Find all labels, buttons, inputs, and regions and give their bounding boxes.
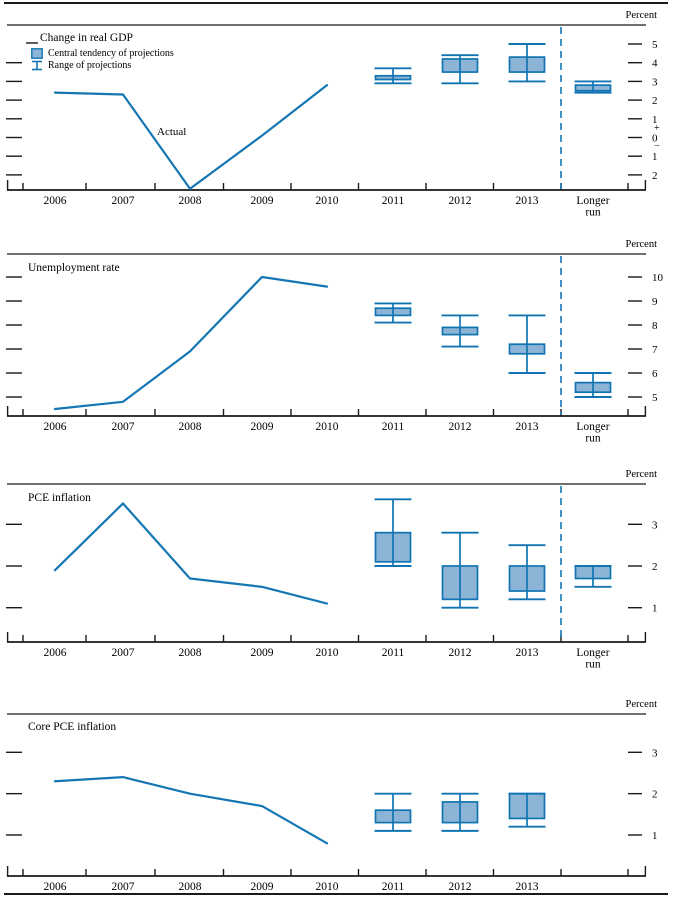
svg-text:2: 2 xyxy=(652,561,658,573)
svg-text:1: 1 xyxy=(652,114,658,126)
svg-text:2012: 2012 xyxy=(449,421,472,433)
panel-title-gdp: Change in real GDP xyxy=(40,32,133,44)
actual-line-label: Actual xyxy=(157,126,187,138)
svg-text:2009: 2009 xyxy=(251,881,274,893)
svg-text:2011: 2011 xyxy=(382,647,405,659)
range-whisker-icon xyxy=(32,60,42,70)
svg-text:2013: 2013 xyxy=(516,421,539,433)
svg-text:3: 3 xyxy=(652,747,658,759)
svg-text:run: run xyxy=(585,433,601,445)
svg-text:2010: 2010 xyxy=(316,421,339,433)
svg-text:8: 8 xyxy=(652,320,658,332)
svg-text:2006: 2006 xyxy=(44,881,67,893)
svg-text:+: + xyxy=(654,123,660,134)
svg-text:0: 0 xyxy=(652,133,658,145)
svg-text:2012: 2012 xyxy=(449,647,472,659)
svg-text:2007: 2007 xyxy=(112,421,135,433)
unit-label-percent-1: Percent xyxy=(625,10,658,21)
svg-text:−: − xyxy=(654,141,660,152)
panel-title-core-pce: Core PCE inflation xyxy=(28,721,117,733)
unit-label-percent-3: Percent xyxy=(625,469,658,480)
svg-text:2007: 2007 xyxy=(112,195,135,207)
svg-text:2011: 2011 xyxy=(382,421,405,433)
svg-text:2009: 2009 xyxy=(251,421,274,433)
svg-text:run: run xyxy=(585,207,601,219)
svg-text:2012: 2012 xyxy=(449,195,472,207)
panel-title-unemployment: Unemployment rate xyxy=(28,262,120,274)
legend: Central tendency of projections Range of… xyxy=(31,47,174,71)
svg-text:3: 3 xyxy=(652,76,658,88)
svg-text:2: 2 xyxy=(652,170,658,182)
svg-text:10: 10 xyxy=(652,272,664,284)
svg-text:2013: 2013 xyxy=(516,881,539,893)
unit-label-percent-2: Percent xyxy=(625,239,658,250)
svg-text:2011: 2011 xyxy=(382,881,405,893)
svg-text:2009: 2009 xyxy=(251,647,274,659)
svg-text:2013: 2013 xyxy=(516,647,539,659)
legend-item-range: Range of projections xyxy=(31,59,174,71)
svg-text:2007: 2007 xyxy=(112,647,135,659)
svg-text:2008: 2008 xyxy=(179,421,202,433)
svg-text:Longer: Longer xyxy=(576,421,609,433)
svg-text:2013: 2013 xyxy=(516,195,539,207)
svg-text:2008: 2008 xyxy=(179,881,202,893)
top-rule xyxy=(4,2,668,4)
svg-text:2007: 2007 xyxy=(112,881,135,893)
svg-text:2012: 2012 xyxy=(449,881,472,893)
svg-text:5: 5 xyxy=(652,39,658,51)
svg-text:2006: 2006 xyxy=(44,195,67,207)
legend-central-tendency-label: Central tendency of projections xyxy=(48,47,174,59)
svg-text:2008: 2008 xyxy=(179,195,202,207)
svg-text:run: run xyxy=(585,659,601,671)
svg-text:7: 7 xyxy=(652,344,658,356)
svg-text:2010: 2010 xyxy=(316,881,339,893)
svg-text:1: 1 xyxy=(652,603,658,615)
svg-text:4: 4 xyxy=(652,58,658,70)
svg-text:2006: 2006 xyxy=(44,647,67,659)
svg-text:2010: 2010 xyxy=(316,195,339,207)
central-tendency-box-icon xyxy=(31,47,43,59)
svg-text:5: 5 xyxy=(652,392,658,404)
svg-text:9: 9 xyxy=(652,296,658,308)
svg-text:1: 1 xyxy=(652,830,658,842)
svg-text:2010: 2010 xyxy=(316,647,339,659)
svg-text:2008: 2008 xyxy=(179,647,202,659)
svg-text:2009: 2009 xyxy=(251,195,274,207)
svg-text:6: 6 xyxy=(652,368,658,380)
svg-text:2: 2 xyxy=(652,789,658,801)
legend-item-central-tendency: Central tendency of projections xyxy=(31,47,174,59)
legend-range-label: Range of projections xyxy=(48,59,132,71)
svg-text:2011: 2011 xyxy=(382,195,405,207)
svg-text:2006: 2006 xyxy=(44,421,67,433)
unit-label-percent-4: Percent xyxy=(625,699,658,710)
svg-text:Longer: Longer xyxy=(576,647,609,659)
panel-title-pce: PCE inflation xyxy=(28,492,91,504)
svg-text:1: 1 xyxy=(652,151,658,163)
svg-text:Longer: Longer xyxy=(576,195,609,207)
bottom-rule xyxy=(4,893,668,895)
svg-text:3: 3 xyxy=(652,519,658,531)
svg-text:2: 2 xyxy=(652,95,658,107)
